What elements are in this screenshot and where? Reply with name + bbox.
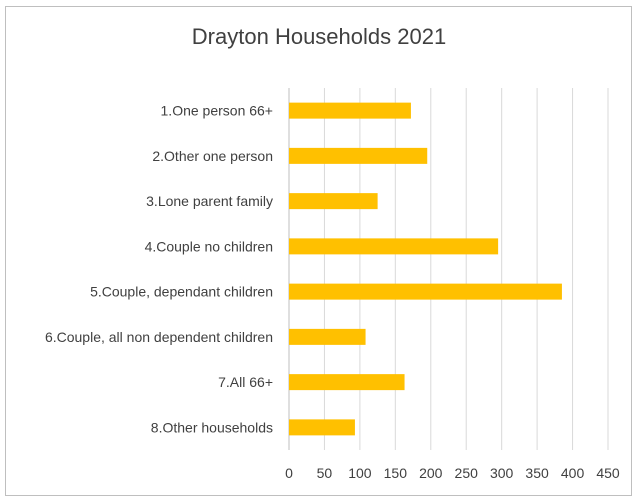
x-tick-label: 300: [490, 465, 514, 481]
x-tick-label: 100: [348, 465, 372, 481]
bar: [289, 238, 499, 255]
bar: [289, 283, 562, 300]
category-label: 6.Couple, all non dependent children: [45, 329, 273, 345]
chart-title: Drayton Households 2021: [191, 24, 447, 49]
bar: [289, 419, 355, 436]
category-label: 1.One person 66+: [161, 103, 273, 119]
x-tick-label: 350: [525, 465, 549, 481]
bar: [289, 193, 378, 210]
category-label: 3.Lone parent family: [146, 193, 273, 209]
bar: [289, 328, 366, 345]
bar: [289, 102, 411, 119]
category-label: 5.Couple, dependant children: [90, 284, 273, 300]
x-tick-label: 50: [317, 465, 333, 481]
category-label: 7.All 66+: [218, 374, 273, 390]
x-tick-label: 200: [419, 465, 443, 481]
x-tick-label: 150: [384, 465, 408, 481]
category-label: 2.Other one person: [152, 148, 273, 164]
x-tick-label: 250: [455, 465, 479, 481]
x-tick-label: 450: [596, 465, 620, 481]
category-label: 8.Other households: [151, 419, 273, 435]
bar: [289, 147, 428, 164]
bar: [289, 374, 405, 391]
x-tick-label: 0: [285, 465, 293, 481]
x-tick-label: 400: [561, 465, 585, 481]
category-label: 4.Couple no children: [145, 238, 273, 254]
